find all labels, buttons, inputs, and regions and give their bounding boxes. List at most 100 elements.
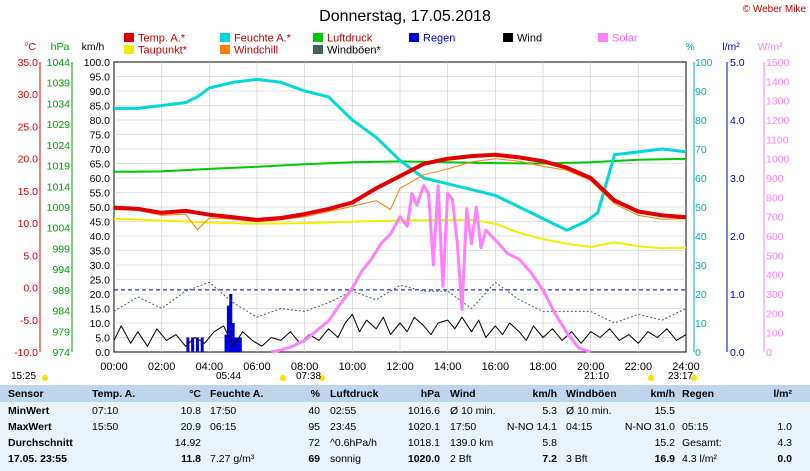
x-tick-0: 00:00 bbox=[100, 361, 128, 373]
table-cell-2-3-b: 5.8 bbox=[542, 437, 557, 449]
axis-tick-hum-1: 90 bbox=[695, 86, 707, 98]
table-cell-2-5-a: Gesamt: bbox=[682, 437, 722, 449]
table-unit-4: km/h bbox=[532, 388, 557, 400]
table-cell-3-2-a: sonnig bbox=[330, 453, 361, 465]
axis-tick-hum-0: 100 bbox=[695, 57, 713, 69]
table-header-3: Luftdruck bbox=[330, 388, 379, 400]
legend-label-1: Feuchte A.* bbox=[234, 33, 292, 45]
x-tick-7: 14:00 bbox=[434, 361, 462, 373]
axis-tick-solar-0: 1500 bbox=[766, 57, 790, 69]
sun-times: 15:25 05:44 07:38 21:10 23:17 bbox=[0, 371, 810, 384]
legend-swatch-1 bbox=[220, 33, 230, 42]
series-windb-en bbox=[113, 281, 687, 324]
table-cell-1-3-b: N-NO 14.1 bbox=[506, 421, 557, 433]
series-solar bbox=[271, 184, 592, 354]
rain-bar-5 bbox=[226, 305, 230, 352]
table-cell-0-3-a: Ø 10 min. bbox=[450, 405, 496, 417]
axis-tick-temp-0: 35.0 bbox=[18, 57, 39, 69]
series-temp-a bbox=[113, 152, 687, 222]
axis-tick-temp-7: 0.0 bbox=[23, 283, 38, 295]
legend-label-5: Solar bbox=[612, 33, 638, 45]
table-cell-1-2-a: 23:45 bbox=[330, 421, 357, 433]
series-taupunkt bbox=[113, 217, 687, 250]
sun-time-4: 23:17 bbox=[668, 371, 694, 382]
axis-tick-hum-2: 80 bbox=[695, 115, 707, 127]
table-row-label-1: MaxWert bbox=[8, 421, 52, 433]
axis-tick-wind-3: 85.0 bbox=[90, 101, 111, 113]
table-cell-0-3-b: 5.3 bbox=[542, 405, 557, 417]
table-cell-3-3-a: 2 Bft bbox=[450, 453, 472, 465]
table-unit-3: hPa bbox=[420, 388, 440, 400]
x-tick-11: 22:00 bbox=[625, 361, 653, 373]
table-cell-1-4-b: N-NO 31.0 bbox=[624, 421, 675, 433]
table-header-0: Sensor bbox=[8, 388, 44, 400]
axis-tick-press-6: 1014 bbox=[47, 181, 71, 193]
table-cell-3-0-b: 11.8 bbox=[181, 453, 201, 465]
table-cell-0-1-b: 40 bbox=[308, 405, 320, 417]
axis-tick-solar-13: 200 bbox=[766, 308, 784, 320]
weather-chart: Donnerstag, 17.05.2018 Temp. A.* Feuchte … bbox=[14, 8, 790, 381]
axis-tick-solar-7: 800 bbox=[766, 192, 784, 204]
axis-tick-wind-14: 30.0 bbox=[90, 260, 111, 272]
rain-bar-10 bbox=[238, 337, 242, 352]
x-tick-10: 20:00 bbox=[577, 361, 605, 373]
axis-tick-rain-5: 0.0 bbox=[730, 347, 745, 359]
axis-tick-solar-9: 600 bbox=[766, 231, 784, 243]
legend: Temp. A.* Feuchte A.* Luftdruck Regen Wind So… bbox=[124, 33, 638, 57]
table-cell-1-1-b: 95 bbox=[308, 421, 320, 433]
x-tick-9: 18:00 bbox=[529, 361, 557, 373]
table-cell-0-0-b: 10.8 bbox=[180, 405, 201, 417]
axis-tick-press-8: 1004 bbox=[47, 223, 71, 235]
summary-table: Sensor Temp. A. °C Feuchte A.% Luftdruck hPa W… bbox=[0, 385, 810, 471]
table-cell-1-1-a: 06:15 bbox=[210, 421, 237, 433]
axis-tick-hum-3: 70 bbox=[695, 144, 707, 156]
axis-tick-solar-1: 1400 bbox=[766, 76, 790, 88]
x-tick-2: 04:00 bbox=[196, 361, 224, 373]
table-cell-3-5-b: 0.0 bbox=[777, 453, 792, 465]
axis-unit-solar: W/m² bbox=[757, 41, 783, 53]
table-cell-3-1-a: 7.27 g/m³ bbox=[210, 453, 255, 465]
axis-tick-hum-10: 0 bbox=[695, 347, 701, 359]
axis-tick-wind-10: 50.0 bbox=[90, 202, 111, 214]
axis-tick-temp-8: -5.0 bbox=[20, 315, 38, 327]
legend-swatch-3 bbox=[409, 33, 419, 42]
axis-tick-wind-16: 20.0 bbox=[90, 289, 111, 301]
legend-swatch-2 bbox=[313, 33, 323, 42]
series-windchill bbox=[113, 158, 687, 231]
table-cell-0-1-a: 17:50 bbox=[210, 405, 237, 417]
table-row-label-3: 17.05. 23:55 bbox=[8, 453, 67, 465]
axis-tick-wind-15: 25.0 bbox=[90, 275, 111, 287]
rain-bar-1 bbox=[191, 337, 195, 352]
sun-time-1: 05:44 bbox=[216, 371, 242, 382]
legend-swatch-0 bbox=[124, 33, 134, 42]
legend-label-3: Regen bbox=[423, 33, 455, 45]
axis-tick-solar-11: 400 bbox=[766, 270, 784, 282]
table-unit-6: l/m² bbox=[773, 388, 792, 400]
axis-tick-solar-5: 1000 bbox=[766, 154, 790, 166]
table-cell-1-3-a: 17:50 bbox=[450, 421, 477, 433]
x-tick-8: 16:00 bbox=[482, 361, 510, 373]
table-cell-2-5-b: 4.3 bbox=[777, 437, 792, 449]
axis-tick-wind-0: 100.0 bbox=[84, 57, 110, 69]
table-cell-2-3-a: 139.0 km bbox=[450, 437, 494, 449]
table-cell-1-2-b: 1020.1 bbox=[407, 421, 440, 433]
legend-swatch-4 bbox=[503, 33, 513, 42]
table-cell-0-0-a: 07:10 bbox=[92, 405, 119, 417]
x-tick-4: 08:00 bbox=[291, 361, 319, 373]
axis-unit-hum: % bbox=[685, 41, 694, 53]
rain-bar-9 bbox=[236, 337, 240, 352]
series-wind bbox=[113, 313, 687, 347]
rain-bar-0 bbox=[186, 337, 190, 352]
axis-tick-hum-7: 30 bbox=[695, 260, 707, 272]
sun-time-0: 15:25 bbox=[11, 371, 37, 382]
x-tick-12: 24:00 bbox=[672, 361, 700, 373]
axis-tick-wind-12: 40.0 bbox=[90, 231, 111, 243]
table-cell-3-4-b: 16.9 bbox=[654, 453, 675, 465]
axis-tick-press-13: 979 bbox=[52, 326, 70, 338]
table-header-2: Feuchte A. bbox=[210, 388, 264, 400]
table-cell-1-5-b: 1.0 bbox=[777, 421, 792, 433]
axis-tick-rain-1: 4.0 bbox=[730, 115, 745, 127]
table-cell-1-5-a: 05:15 bbox=[682, 421, 709, 433]
axis-tick-wind-5: 75.0 bbox=[90, 130, 111, 142]
legend-label-2: Luftdruck bbox=[327, 33, 373, 45]
